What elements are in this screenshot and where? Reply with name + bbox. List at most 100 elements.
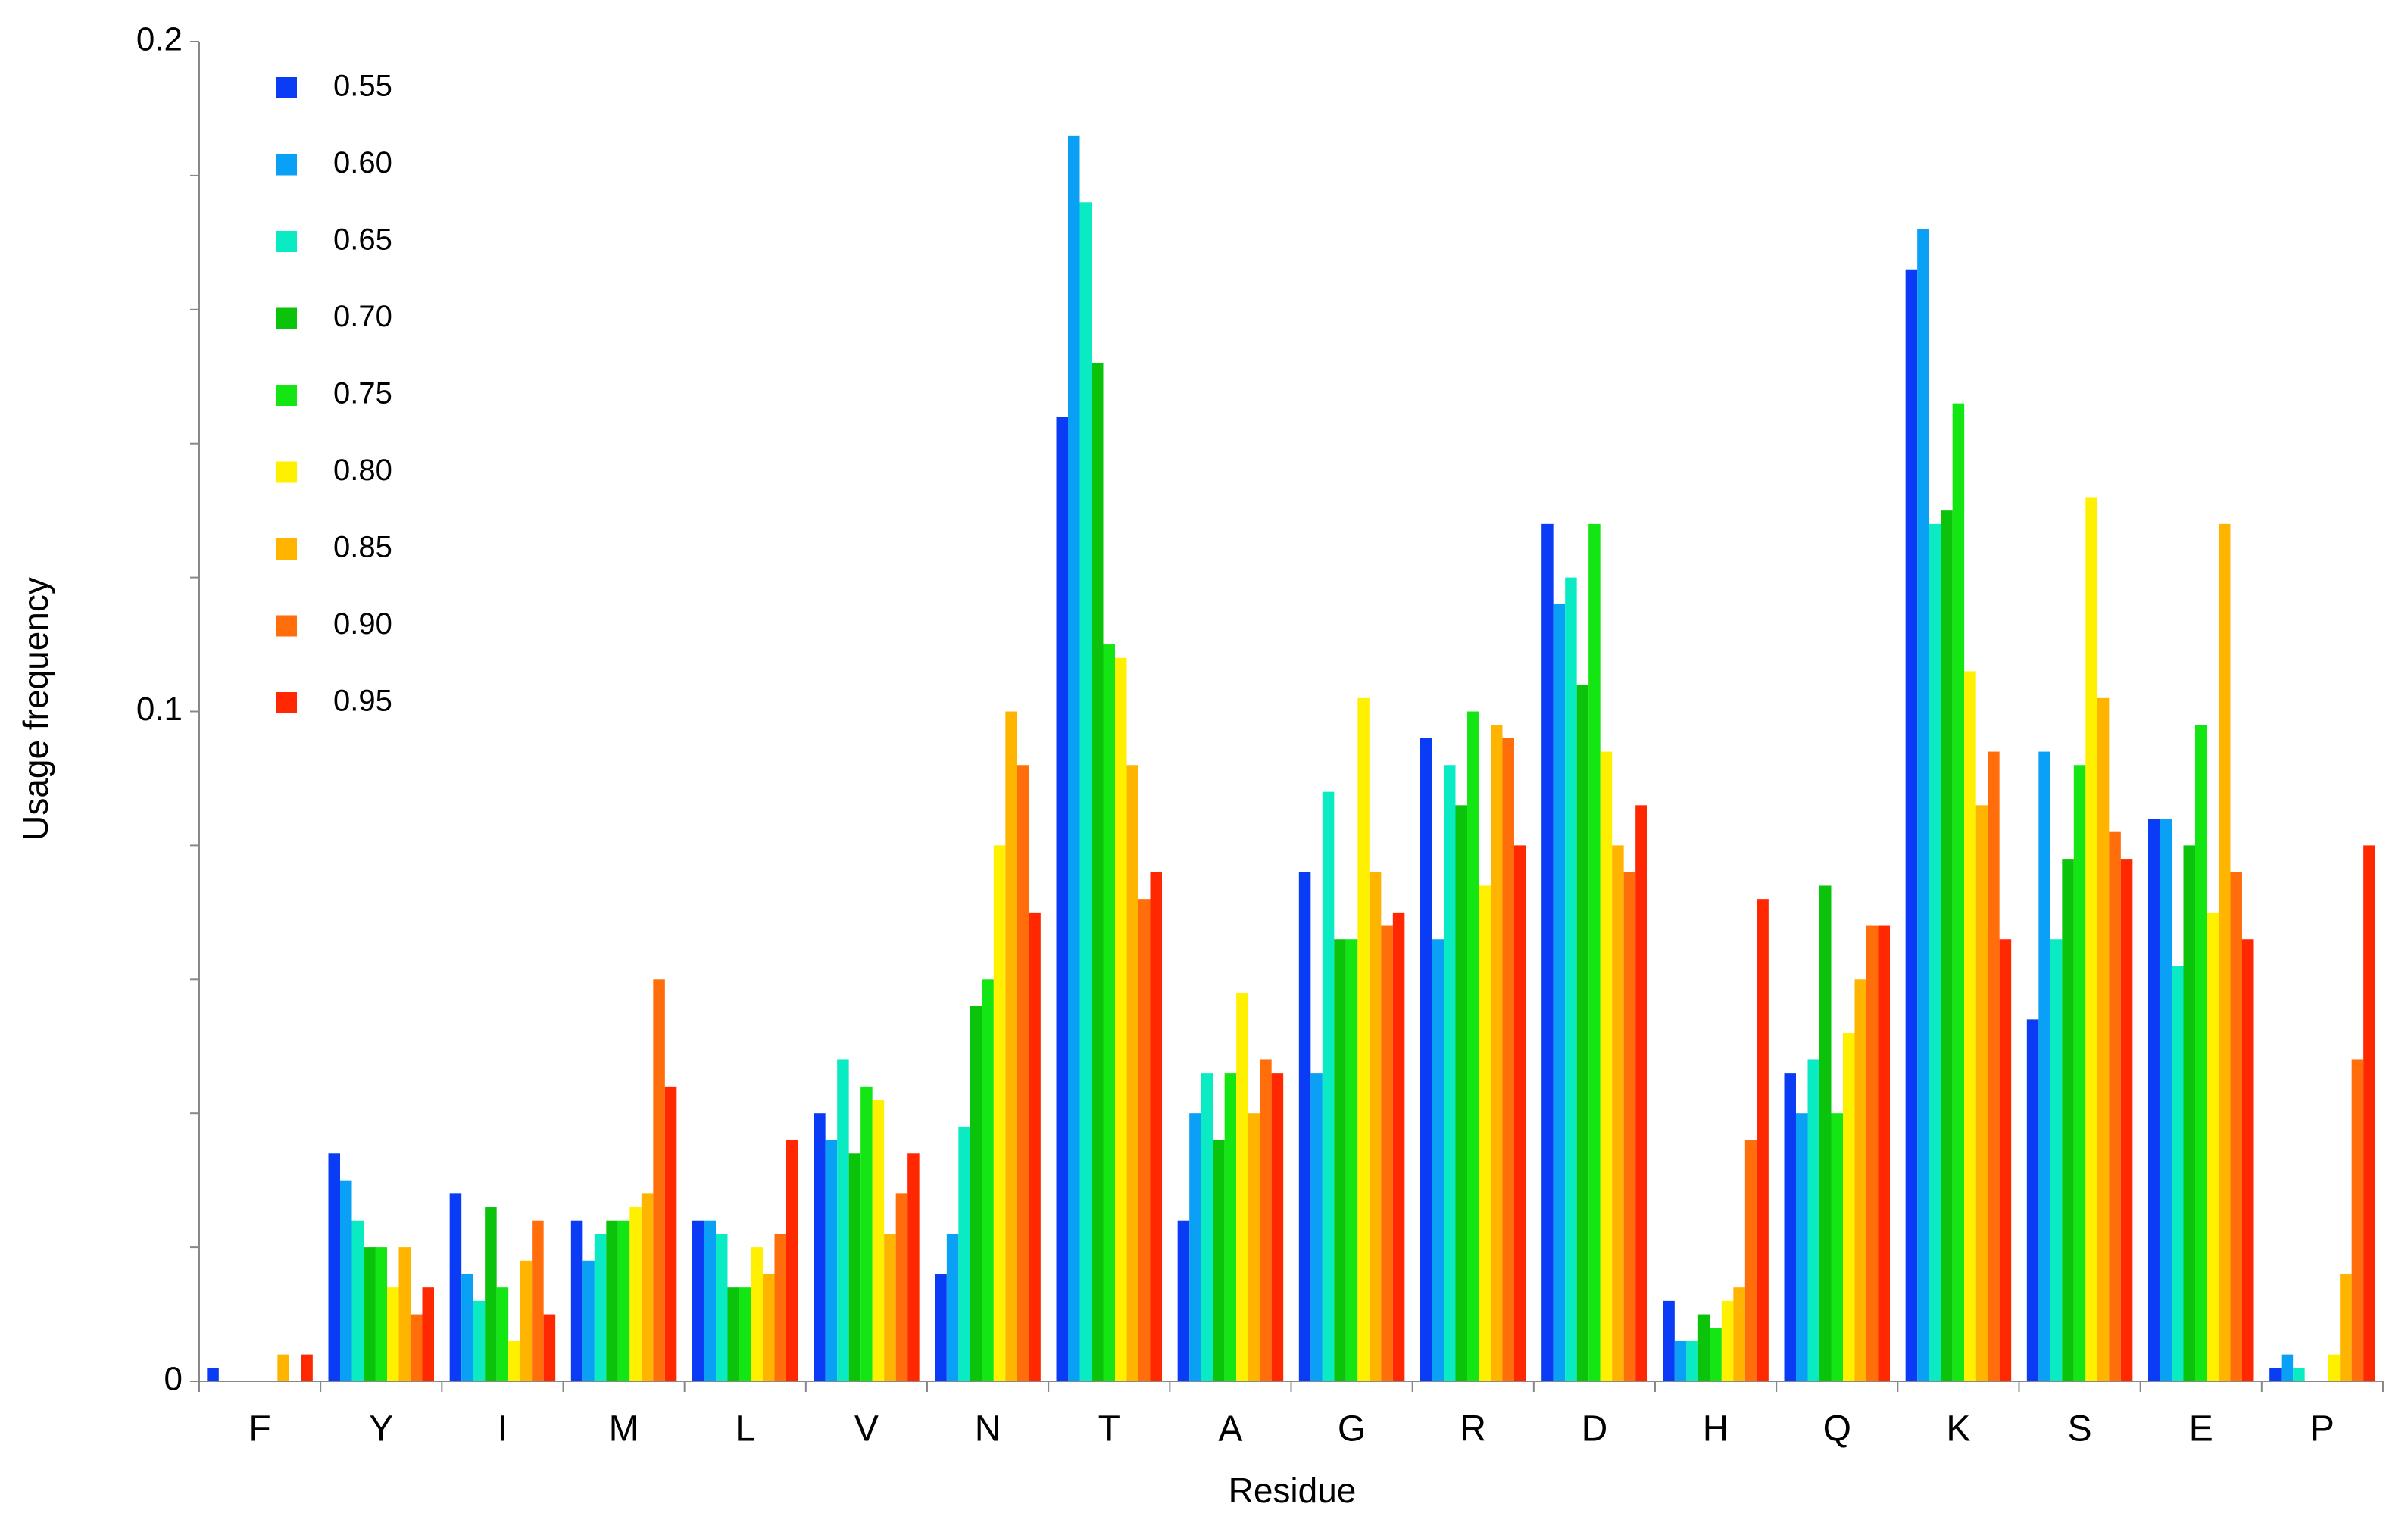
x-tick-label: V (854, 1409, 879, 1449)
bar (1784, 1073, 1796, 1381)
bar (1541, 523, 1554, 1381)
bar (1757, 899, 1769, 1381)
bar (387, 1287, 399, 1381)
bar (1819, 885, 1832, 1381)
bar (1514, 845, 1526, 1381)
bar (411, 1314, 423, 1381)
bar (2038, 751, 2050, 1381)
x-axis-title: Residue (1229, 1471, 1357, 1510)
x-tick-label: L (735, 1409, 755, 1449)
bar (692, 1220, 704, 1381)
bar (629, 1207, 642, 1381)
bar (872, 1100, 885, 1381)
legend-label: 0.90 (333, 607, 392, 641)
bar (1663, 1300, 1675, 1381)
bar (1345, 939, 1358, 1381)
bar (1236, 992, 1248, 1381)
bar (1635, 805, 1647, 1381)
bar (2351, 1059, 2364, 1381)
bar (1432, 939, 1444, 1381)
bar (1612, 845, 1624, 1381)
legend-label: 0.95 (333, 685, 392, 718)
bar (946, 1234, 959, 1381)
bar (301, 1354, 313, 1381)
bar (958, 1126, 970, 1381)
bar (2328, 1354, 2341, 1381)
bar (2097, 697, 2110, 1381)
bar (1988, 751, 2000, 1381)
bar (1674, 1340, 1687, 1381)
bar (2183, 845, 2195, 1381)
bar (1807, 1059, 1819, 1381)
bar (1213, 1140, 1225, 1381)
legend-label: 0.85 (333, 531, 392, 564)
bar (1260, 1059, 1272, 1381)
bar (1322, 791, 1335, 1381)
bar (1126, 765, 1138, 1381)
legend-label: 0.70 (333, 300, 392, 333)
bar (2120, 859, 2133, 1381)
bar (1017, 765, 1029, 1381)
bar (508, 1340, 520, 1381)
x-tick-label: N (975, 1409, 1001, 1449)
bar (837, 1059, 849, 1381)
legend-label: 0.65 (333, 223, 392, 257)
bar (1721, 1300, 1734, 1381)
bar (2195, 725, 2207, 1381)
bar (1843, 1033, 1855, 1381)
bar (727, 1287, 739, 1381)
x-tick-label: F (248, 1409, 270, 1449)
bar (2219, 523, 2231, 1381)
x-tick-label: M (609, 1409, 639, 1449)
bar (2148, 819, 2160, 1381)
bar (1357, 697, 1370, 1381)
bar (982, 979, 994, 1381)
bar (2085, 497, 2097, 1382)
bar (543, 1314, 556, 1381)
legend-swatch (276, 77, 297, 98)
bar (375, 1247, 387, 1381)
bar (2293, 1368, 2305, 1381)
bar (814, 1113, 826, 1381)
x-tick-label: Y (369, 1409, 393, 1449)
bar (1201, 1073, 1213, 1381)
bar (1975, 805, 1988, 1381)
bar (2160, 819, 2172, 1381)
bar (1710, 1328, 1722, 1381)
bar (1079, 202, 1092, 1381)
bar (582, 1260, 595, 1381)
legend-label: 0.75 (333, 377, 392, 410)
bar (473, 1300, 486, 1381)
x-tick-label: P (2310, 1409, 2335, 1449)
bar (970, 1006, 982, 1381)
bar (2242, 939, 2254, 1381)
legend-swatch (276, 307, 297, 329)
bar (1420, 738, 1432, 1381)
bar (2281, 1354, 2294, 1381)
legend-swatch (276, 461, 297, 483)
bar (1467, 711, 1479, 1381)
bar (1189, 1113, 1201, 1381)
bar (1964, 671, 1976, 1381)
bar (207, 1368, 219, 1381)
bar (1866, 925, 1879, 1381)
x-tick-label: A (1218, 1409, 1242, 1449)
bar (328, 1153, 340, 1381)
bar (1298, 872, 1311, 1381)
bar (704, 1220, 716, 1381)
bar (774, 1234, 786, 1381)
x-tick-label: Q (1823, 1409, 1851, 1449)
bar (1491, 725, 1503, 1381)
legend-label: 0.60 (333, 146, 392, 179)
bar (1150, 872, 1162, 1381)
bar (364, 1247, 376, 1381)
bar (664, 1086, 677, 1381)
bar (1952, 403, 1965, 1381)
bar (1576, 685, 1589, 1381)
x-tick-label: E (2189, 1409, 2213, 1449)
bar (532, 1220, 544, 1381)
bar (1334, 939, 1346, 1381)
bar (1565, 577, 1577, 1381)
bar (2230, 872, 2242, 1381)
